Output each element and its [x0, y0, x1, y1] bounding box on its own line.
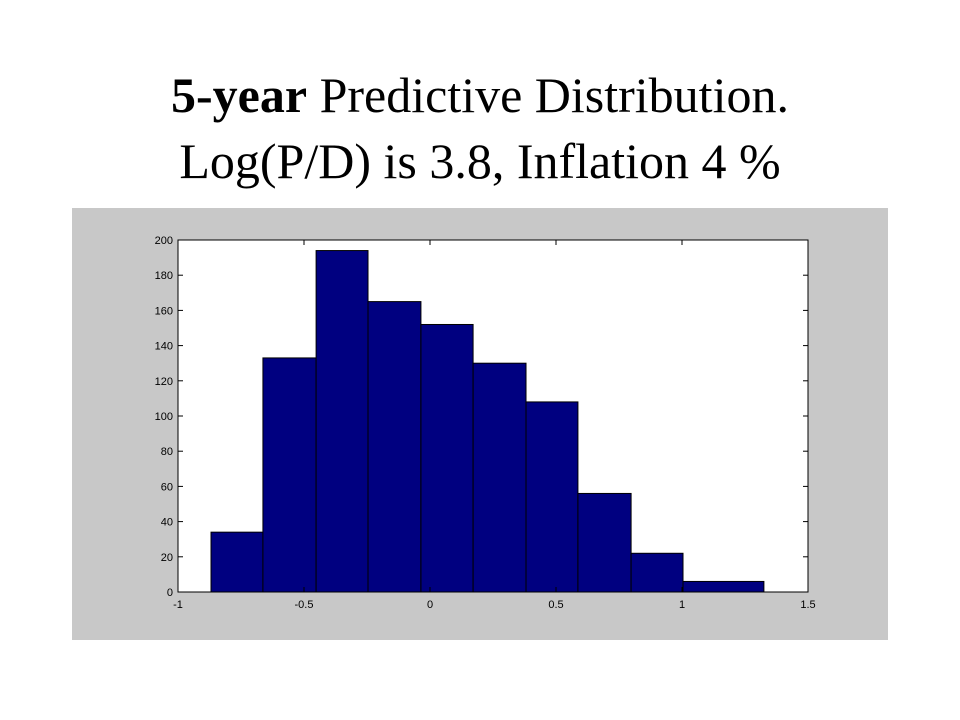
y-tick-label: 120 [155, 376, 173, 388]
y-tick-label: 0 [167, 587, 173, 599]
bar [420, 323, 474, 593]
bar [210, 531, 264, 593]
bar [525, 401, 579, 593]
y-tick-label: 80 [161, 446, 173, 458]
y-tick-label: 20 [161, 552, 173, 564]
y-tick-label: 100 [155, 411, 173, 423]
x-tick-label: -0.5 [295, 599, 314, 611]
x-tick-label: 1 [679, 599, 685, 611]
title-bold: 5-year [171, 67, 307, 123]
bar [577, 492, 632, 593]
x-tick-label: 0 [427, 599, 433, 611]
y-tick-label: 40 [161, 517, 173, 529]
bar [262, 357, 317, 593]
bar [315, 250, 369, 593]
x-tick-label: 0.5 [548, 599, 563, 611]
bar [472, 362, 527, 593]
y-tick-label: 200 [155, 235, 173, 247]
axes-box [177, 239, 809, 593]
y-tick-label: 140 [155, 341, 173, 353]
bar [630, 552, 684, 593]
y-tick-label: 160 [155, 305, 173, 317]
x-tick-label: 1.5 [800, 599, 815, 611]
bar [367, 301, 422, 593]
bar [682, 580, 765, 593]
y-tick-label: 60 [161, 481, 173, 493]
title-rest: Predictive Distribution. [320, 67, 789, 123]
x-tick-label: -1 [173, 599, 183, 611]
subtitle: Log(P/D) is 3.8, Inflation 4 % [179, 133, 780, 189]
title: 5-year Predictive Distribution. [171, 67, 789, 123]
y-tick-label: 180 [155, 270, 173, 282]
